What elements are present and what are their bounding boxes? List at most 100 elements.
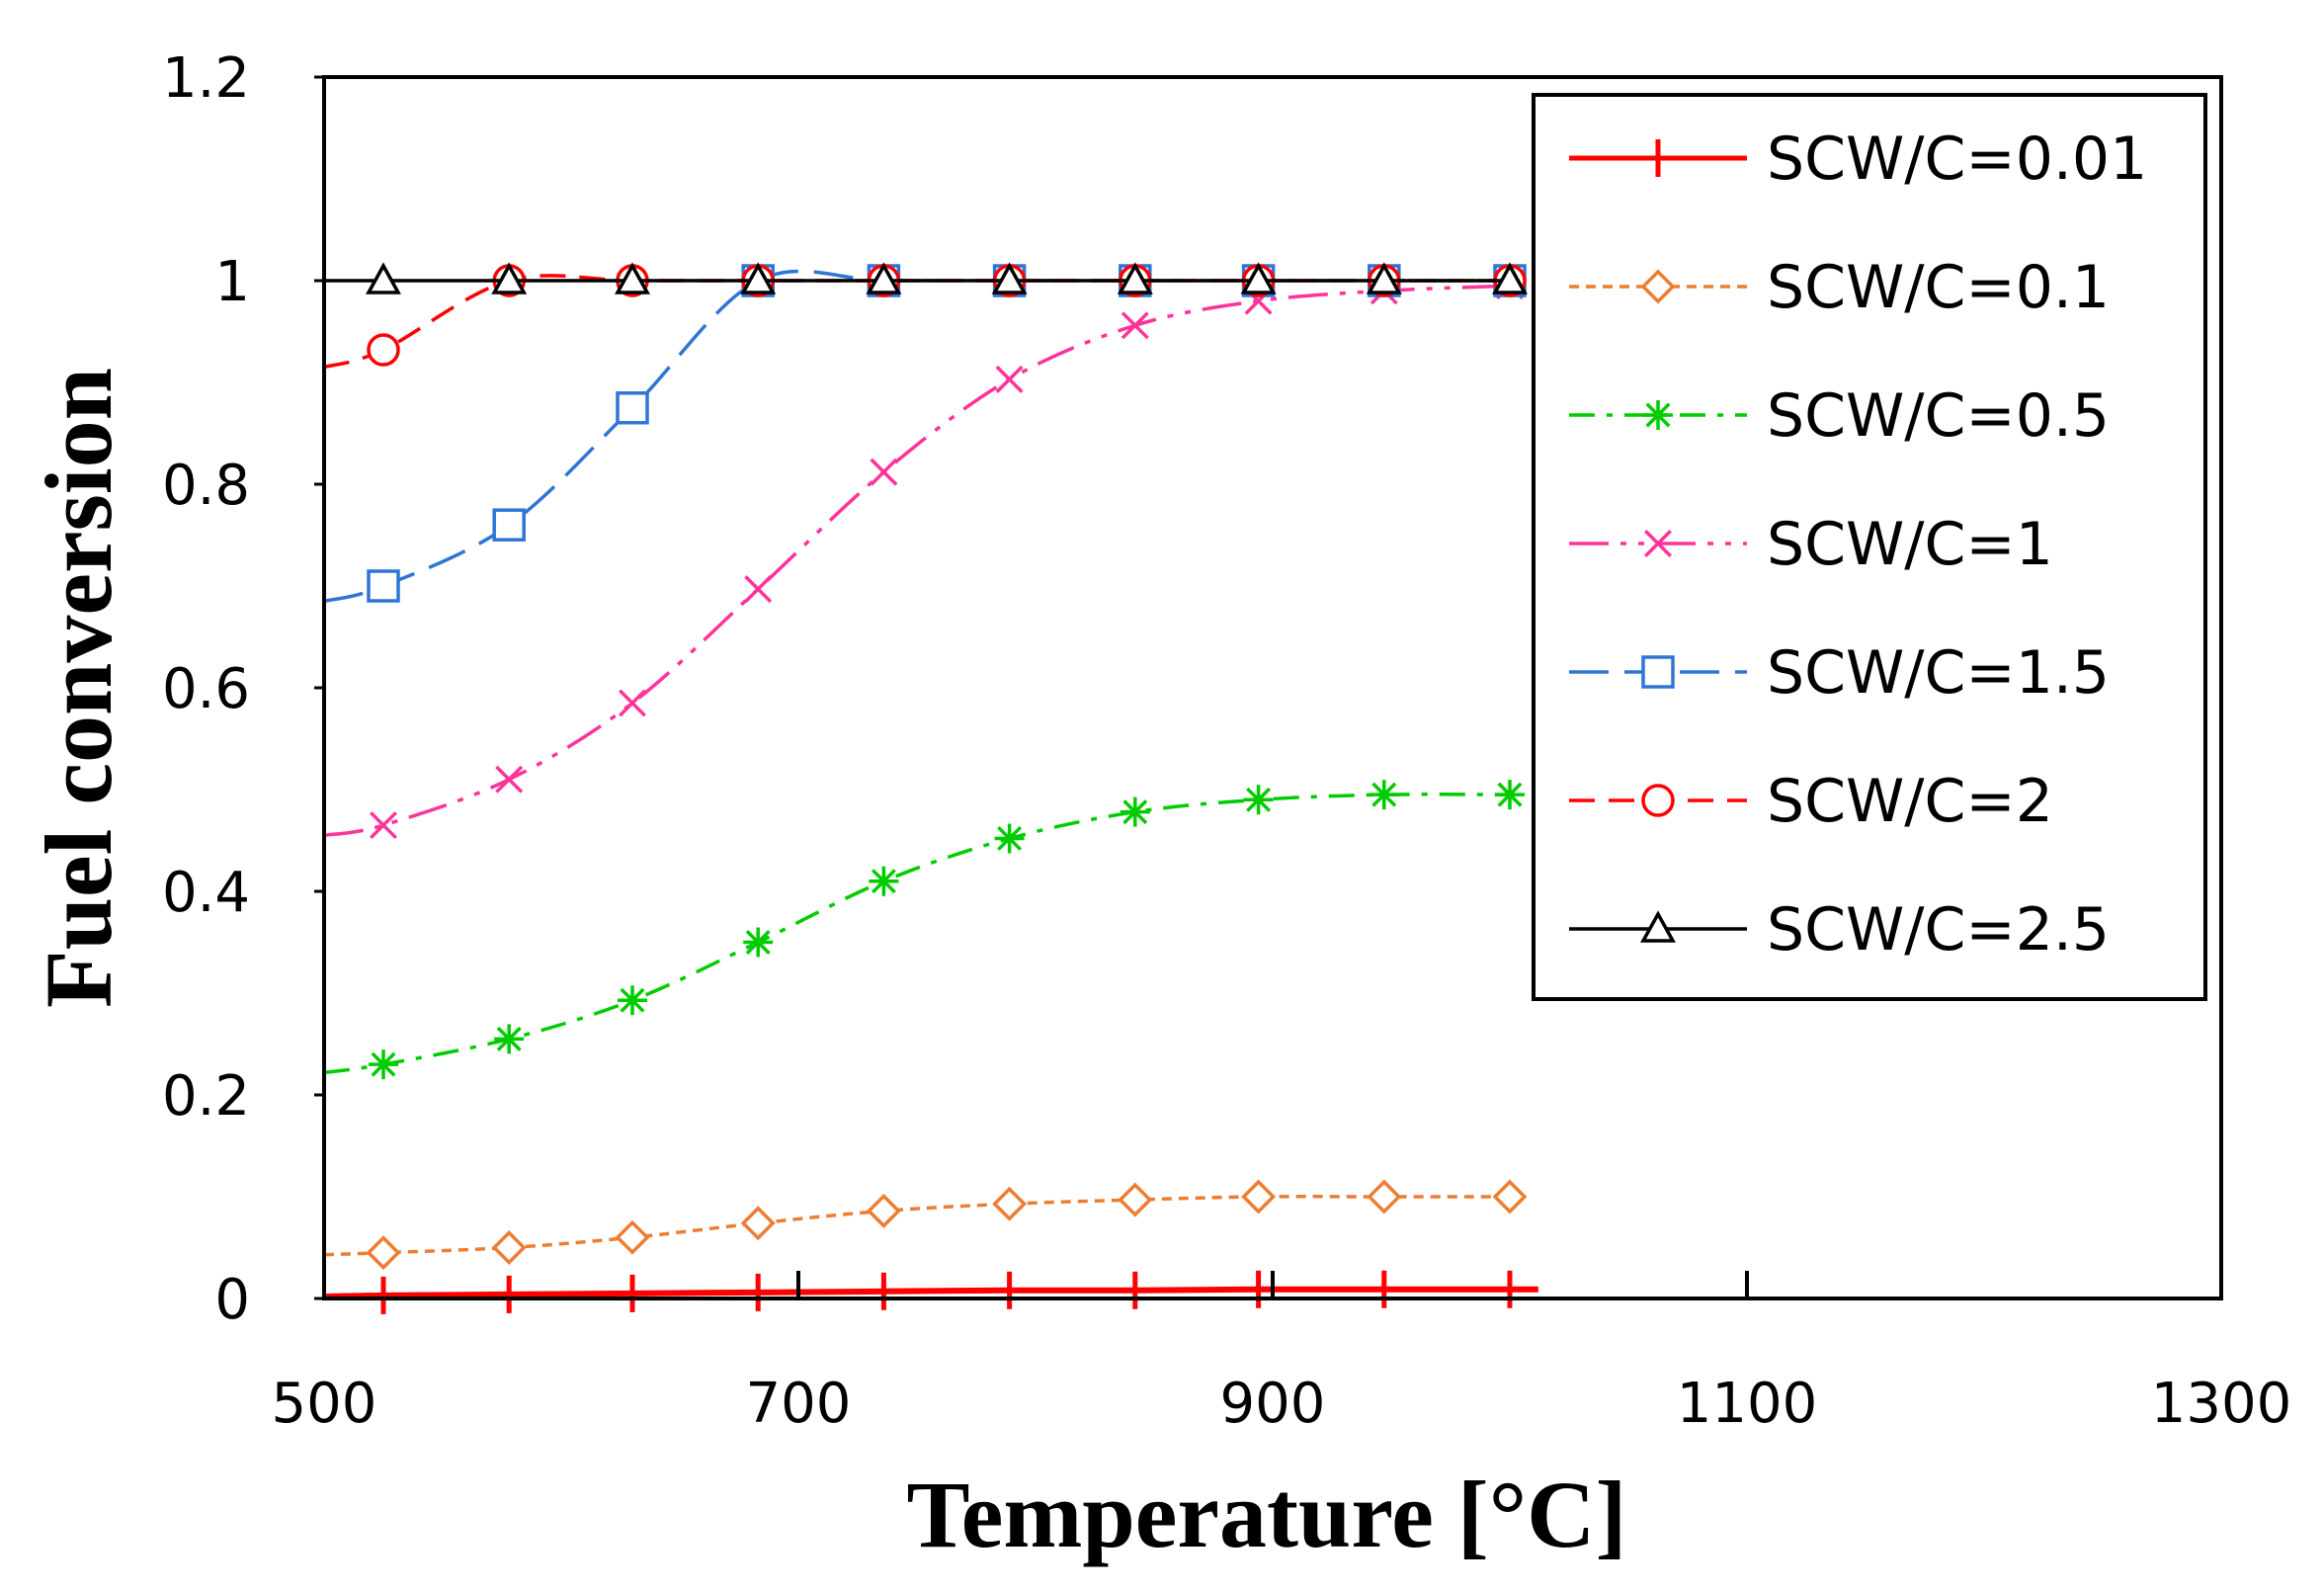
data-point (744, 575, 773, 604)
data-point (1640, 910, 1676, 943)
data-point (995, 365, 1024, 393)
legend-item: SCW/C=0.1 (1569, 253, 2110, 322)
legend-label: SCW/C=1 (1767, 510, 2053, 579)
series-7 (324, 262, 1528, 294)
data-point (1120, 796, 1150, 827)
data-point (739, 1273, 778, 1311)
data-point (1118, 1182, 1153, 1217)
data-point (990, 1271, 1029, 1309)
data-point (615, 1219, 650, 1255)
data-point (1495, 780, 1525, 810)
data-point (1240, 262, 1277, 294)
data-point (1639, 139, 1677, 177)
legend-label: SCW/C=0.1 (1767, 253, 2110, 322)
data-point (992, 1186, 1028, 1221)
data-point (618, 985, 647, 1016)
data-point (614, 1274, 651, 1312)
y-tick-label: 0.2 (162, 1064, 250, 1129)
data-point (740, 1206, 776, 1241)
data-point (740, 262, 777, 294)
data-point (367, 569, 400, 603)
data-point (495, 765, 524, 794)
data-point (365, 1276, 402, 1314)
data-point (1366, 262, 1402, 294)
data-point (619, 689, 646, 717)
y-tick-label: 1.2 (162, 46, 250, 111)
data-point (1367, 1179, 1402, 1215)
data-point (1492, 262, 1528, 294)
x-tick-label: 700 (746, 1372, 852, 1436)
legend-item: SCW/C=2 (1569, 767, 2053, 836)
legend: SCW/C=0.01 SCW/C=0.1 SCW/C=0.5 SCW/C=1 SCW/C… (1532, 93, 2207, 1001)
data-point (1640, 269, 1676, 304)
data-point (1120, 796, 1150, 827)
data-point (1639, 139, 1677, 177)
data-point (866, 262, 902, 294)
data-point (1116, 1271, 1154, 1309)
data-point (494, 1024, 525, 1054)
data-point (492, 508, 526, 542)
data-point (618, 985, 647, 1016)
data-point (1118, 1182, 1153, 1217)
y-tick-label: 0.8 (162, 454, 250, 518)
data-point (1492, 1179, 1528, 1215)
data-point (615, 262, 650, 294)
legend-item: SCW/C=1 (1569, 510, 2053, 579)
data-point (370, 811, 397, 840)
data-point (992, 1186, 1028, 1221)
data-point (1491, 1270, 1529, 1308)
data-point (1492, 1179, 1528, 1215)
data-point (1641, 784, 1675, 817)
data-point (369, 1049, 398, 1080)
legend-label: SCW/C=0.01 (1767, 125, 2147, 194)
data-point (1641, 784, 1675, 817)
legend-items: SCW/C=0.01 SCW/C=0.1 SCW/C=0.5 SCW/C=1 SCW/C… (1569, 125, 2147, 964)
data-point (1366, 262, 1402, 294)
legend-label: SCW/C=2 (1767, 767, 2053, 836)
data-point (1369, 780, 1399, 810)
data-point (870, 458, 898, 486)
data-point (870, 458, 898, 486)
data-point (366, 262, 401, 294)
data-point (491, 1230, 527, 1265)
data-point (1369, 780, 1399, 810)
data-point (1491, 1270, 1529, 1308)
data-point (869, 866, 899, 896)
data-point (366, 1235, 401, 1271)
data-point (1365, 1270, 1403, 1308)
data-point (1495, 780, 1525, 810)
data-point (495, 765, 524, 794)
data-point (616, 391, 649, 425)
data-point (365, 1276, 402, 1314)
x-tick-label: 900 (1220, 1372, 1326, 1436)
data-point (866, 1193, 901, 1228)
data-point (1644, 530, 1672, 557)
data-point (994, 823, 1025, 854)
legend-label: SCW/C=1.5 (1767, 638, 2110, 708)
data-point (1365, 1270, 1403, 1308)
data-point (743, 927, 774, 958)
data-point (1117, 262, 1153, 294)
data-point (1241, 1179, 1277, 1215)
data-point (869, 866, 899, 896)
data-point (1243, 785, 1274, 815)
data-point (866, 262, 902, 294)
data-point (866, 1193, 901, 1228)
legend-item: SCW/C=0.5 (1569, 381, 2110, 451)
data-point (991, 262, 1028, 294)
data-point (1492, 262, 1528, 294)
series-3 (323, 780, 1525, 1080)
data-point (490, 1275, 529, 1313)
y-tick-label: 0.4 (162, 861, 250, 925)
data-point (367, 333, 400, 367)
x-tick-label: 1300 (2151, 1372, 2292, 1436)
y-tick-label: 1 (214, 250, 250, 314)
data-point (1241, 1179, 1277, 1215)
data-point (1367, 1179, 1402, 1215)
legend-label: SCW/C=0.5 (1767, 381, 2110, 451)
data-point (616, 391, 649, 425)
data-point (1117, 262, 1153, 294)
data-point (991, 262, 1028, 294)
data-point (994, 823, 1025, 854)
series-layer (323, 262, 1538, 1314)
